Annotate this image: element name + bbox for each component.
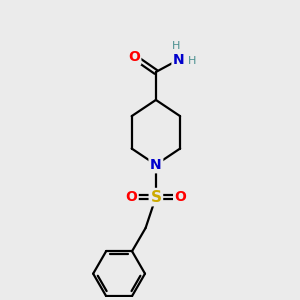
Text: O: O — [125, 190, 137, 204]
Text: H: H — [172, 41, 181, 51]
Text: N: N — [150, 158, 162, 172]
Text: S: S — [150, 190, 161, 205]
Text: H: H — [188, 56, 196, 66]
Text: O: O — [175, 190, 187, 204]
Text: N: N — [173, 52, 185, 67]
Text: O: O — [128, 50, 140, 64]
